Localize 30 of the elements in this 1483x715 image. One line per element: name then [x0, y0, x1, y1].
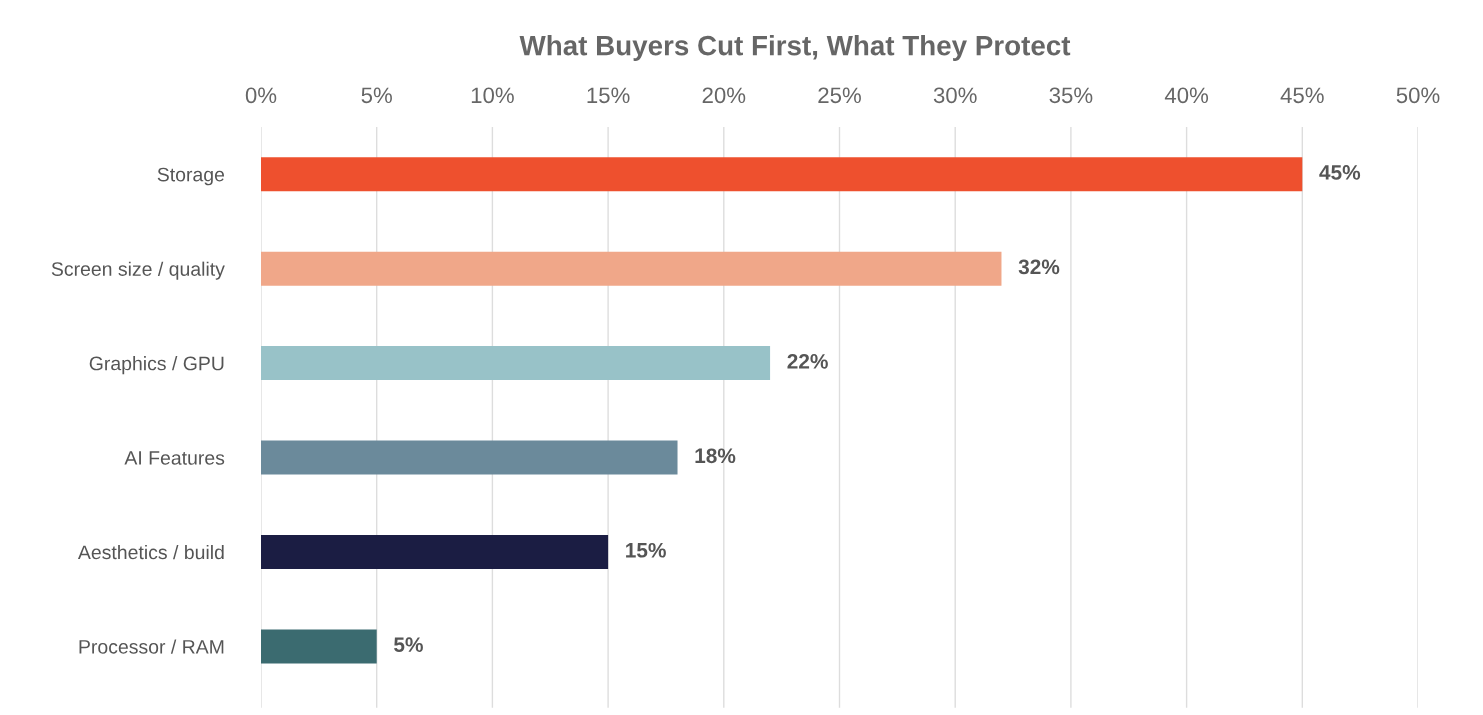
bar	[261, 629, 377, 664]
y-tick-label: Aesthetics / build	[77, 544, 224, 560]
y-tick-label: Graphics / GPU	[89, 356, 224, 375]
bar	[261, 440, 678, 475]
x-tick-label: 40%	[1164, 87, 1209, 104]
bar	[261, 251, 1002, 286]
data-label: 22%	[787, 353, 828, 369]
bar	[261, 535, 609, 570]
x-tick-label: 15%	[587, 87, 630, 104]
data-label: 18%	[695, 448, 736, 464]
x-tick-label: 20%	[702, 87, 746, 104]
bar	[261, 346, 771, 381]
bar	[261, 157, 1303, 192]
y-tick-label: Processor / RAM	[79, 639, 224, 654]
data-label: 5%	[394, 637, 423, 653]
x-tick-label: 5%	[361, 87, 392, 104]
x-tick-label: 0%	[245, 87, 277, 104]
x-tick-label: 25%	[818, 87, 861, 104]
y-tick-label: AI Features	[124, 451, 225, 465]
x-tick-label: 10%	[471, 87, 514, 104]
chart-title: What Buyers Cut First, What They Protect	[519, 35, 1071, 61]
data-label: 15%	[626, 542, 666, 558]
y-tick-label: Screen size / quality	[51, 261, 225, 280]
x-tick-label: 45%	[1280, 87, 1324, 104]
x-tick-label: 30%	[933, 87, 977, 104]
x-tick-label: 35%	[1049, 87, 1093, 104]
y-tick-label: Storage	[157, 167, 225, 186]
data-label: 32%	[1018, 259, 1060, 275]
x-tick-label: 50%	[1396, 87, 1440, 104]
data-label: 45%	[1319, 165, 1361, 180]
